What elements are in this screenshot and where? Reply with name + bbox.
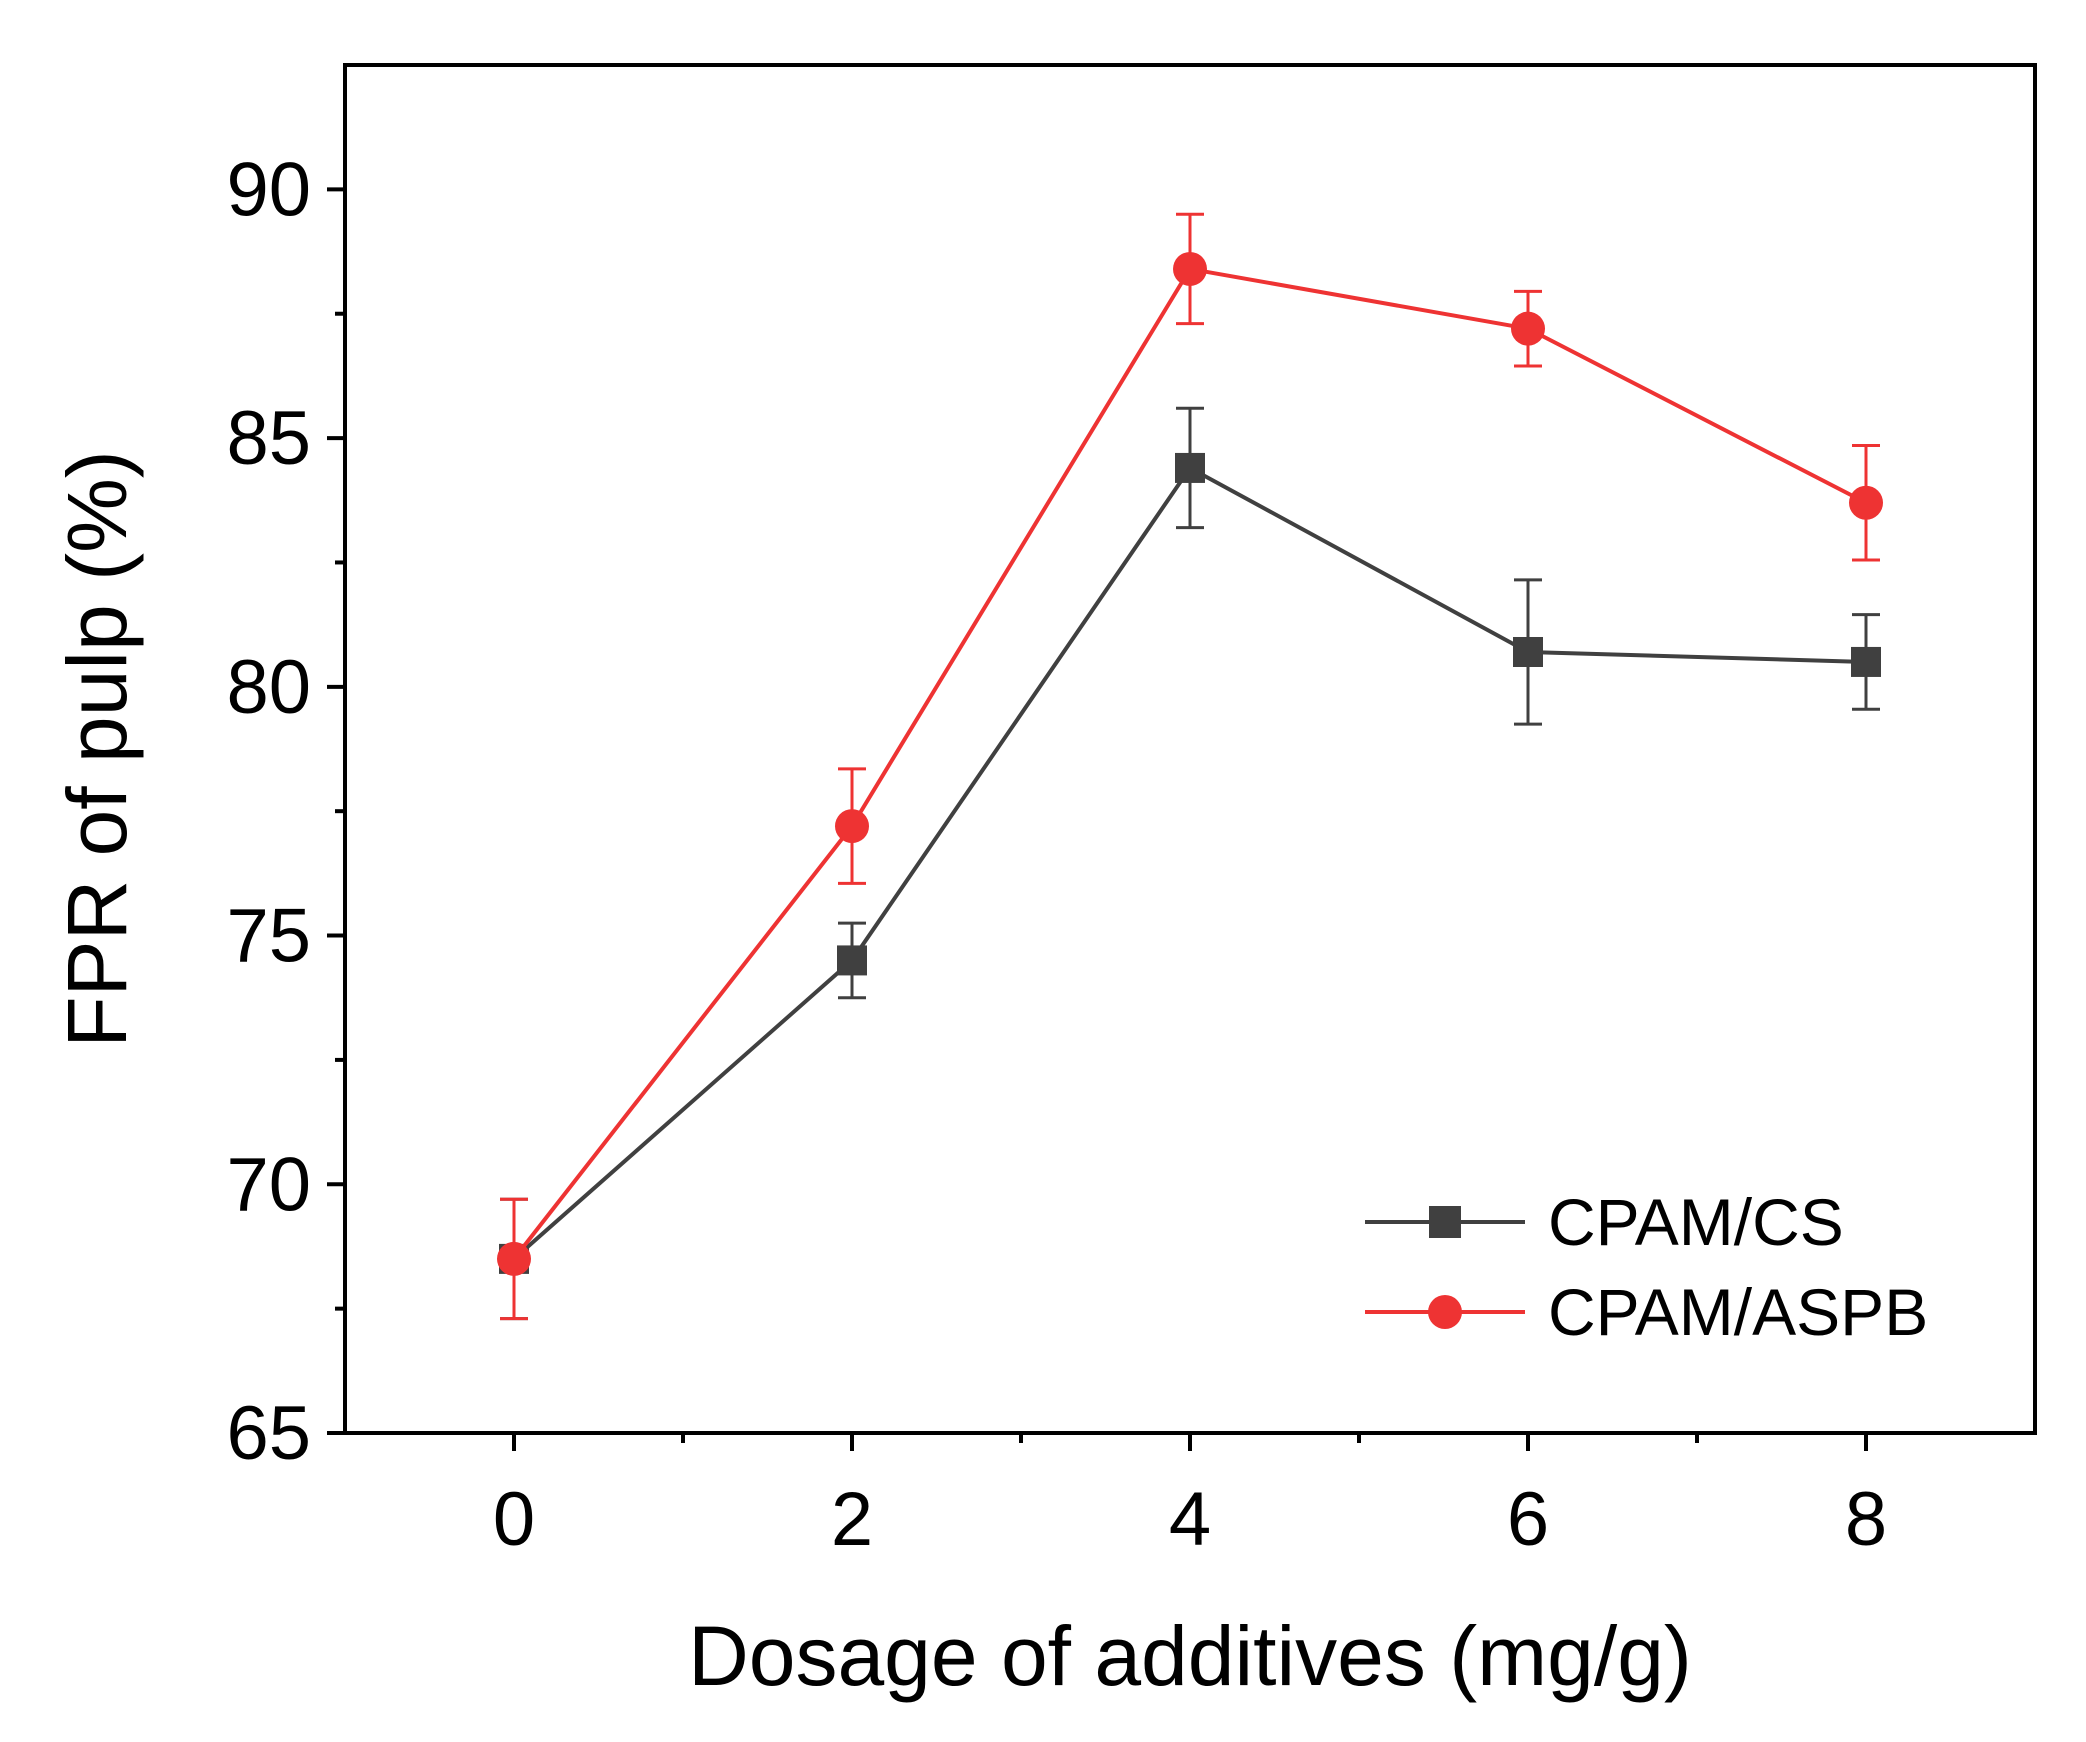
data-point-square (837, 945, 867, 976)
series-cpam-aspb (497, 212, 1883, 1321)
y-tick-label: 85 (226, 396, 311, 481)
legend-label-cpam-aspb: CPAM/ASPB (1548, 1275, 1928, 1349)
x-tick-label: 2 (831, 1477, 873, 1562)
series-layer (497, 212, 1883, 1321)
tick-labels: 0 2 4 6 8 65 70 75 80 85 90 (226, 147, 1887, 1562)
x-axis-title: Dosage of additives (mg/g) (688, 1609, 1692, 1703)
axis-ticks (327, 187, 1868, 1451)
series-line (512, 465, 1867, 1261)
x-tick-label: 8 (1845, 1477, 1887, 1562)
x-tick-label: 4 (1169, 1477, 1211, 1562)
legend-marker-cpam-cs (1429, 1206, 1461, 1238)
data-point-square (1175, 452, 1205, 483)
x-tick-label: 0 (493, 1477, 535, 1562)
data-point-square (1513, 636, 1543, 667)
legend-marker-cpam-aspb (1428, 1295, 1462, 1329)
data-point-square (1851, 646, 1881, 677)
y-axis-title: FPR of pulp (%) (50, 450, 144, 1048)
legend: CPAM/CS CPAM/ASPB (1365, 1185, 1928, 1349)
data-point-circle (1849, 485, 1883, 520)
legend-label-cpam-cs: CPAM/CS (1548, 1185, 1844, 1259)
y-tick-label: 90 (226, 147, 311, 232)
y-tick-label: 65 (226, 1391, 311, 1476)
series-cpam-cs (499, 406, 1881, 1321)
x-tick-label: 6 (1507, 1477, 1549, 1562)
data-point-circle (1511, 311, 1545, 346)
y-tick-label: 70 (226, 1142, 311, 1227)
y-tick-label: 75 (226, 894, 311, 979)
data-point-circle (1173, 251, 1207, 286)
data-point-circle (835, 809, 869, 844)
data-point-circle (497, 1241, 531, 1276)
y-tick-label: 80 (226, 645, 311, 730)
